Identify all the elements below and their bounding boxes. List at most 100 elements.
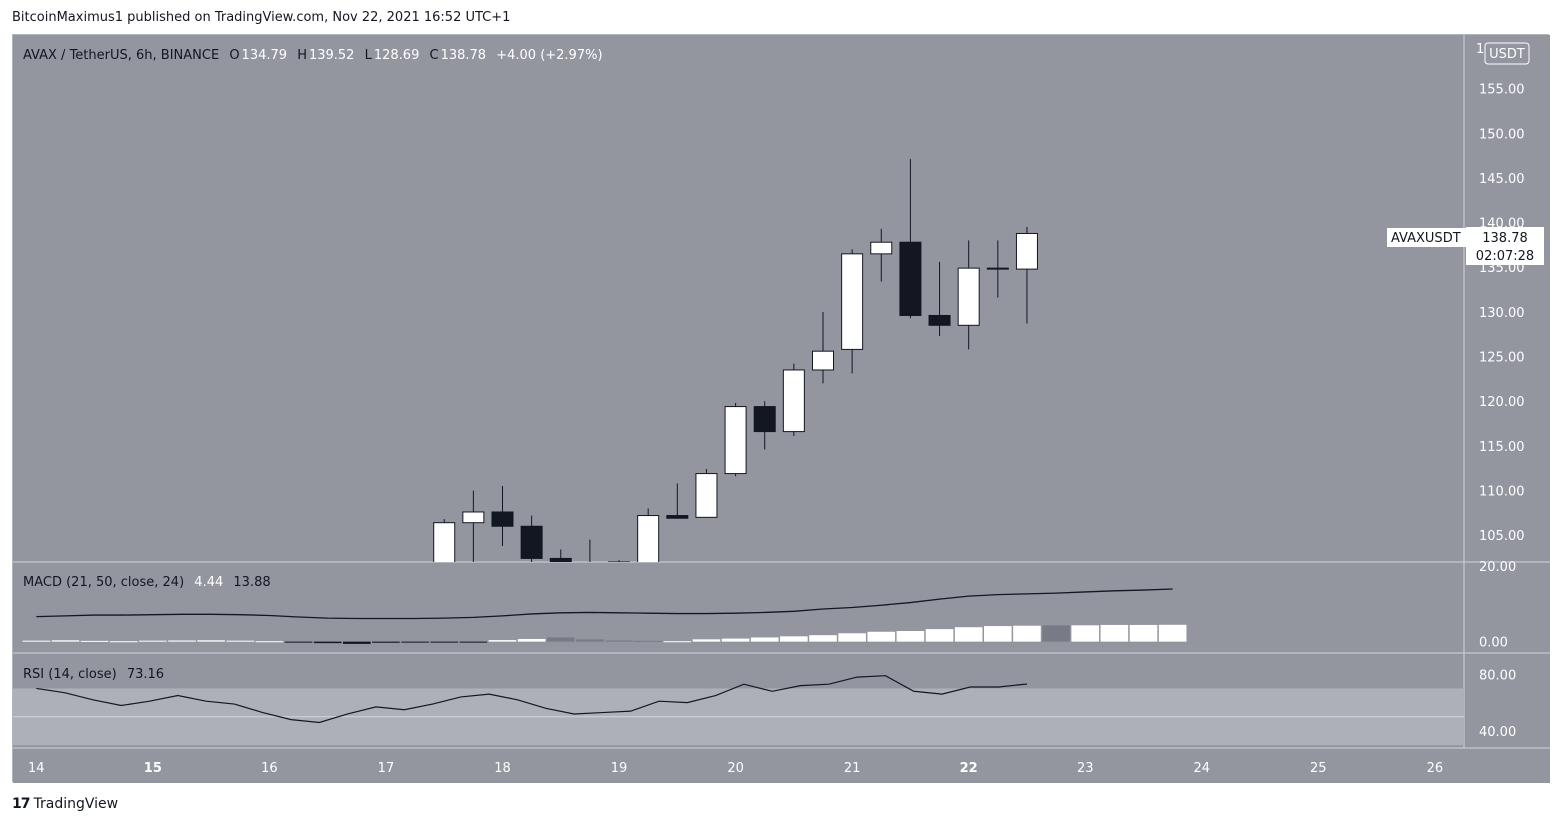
macd-histogram-bar	[284, 641, 313, 643]
macd-histogram-bar	[605, 640, 633, 642]
macd-tick-label: 0.00	[1479, 636, 1508, 651]
macd-signal-line	[36, 588, 1173, 620]
price-tick-label: 125.00	[1479, 351, 1525, 366]
time-tick-label: 18	[494, 761, 511, 776]
candle-body	[811, 350, 834, 371]
macd-title: MACD (21, 50, close, 24)	[23, 575, 184, 590]
legend-low: 128.69	[374, 48, 420, 63]
chart-frame[interactable]: 155.00 150.00 145.00 140.00 135.00 130.00 125.…	[12, 34, 1550, 783]
legend-symbol: AVAX / TetherUS, 6h, BINANCE	[23, 48, 219, 63]
legend-close: 138.78	[441, 48, 487, 63]
candle-body	[695, 473, 718, 518]
legend-change: +4.00 (+2.97%)	[496, 48, 602, 63]
macd-histogram-bar	[954, 627, 983, 642]
time-tick-label: 23	[1077, 761, 1094, 776]
macd-histogram-bar	[313, 641, 342, 644]
rsi-line	[36, 675, 1028, 724]
macd-histogram-bar	[430, 641, 459, 643]
time-tick-label: 14	[28, 761, 45, 776]
macd-histogram-bar	[634, 640, 662, 642]
macd-histogram-bar	[721, 638, 750, 642]
macd-histogram-bar	[1042, 625, 1070, 642]
price-pane[interactable]	[13, 35, 1464, 562]
macd-histogram-bar	[1158, 624, 1187, 642]
chart-canvas[interactable]: 155.00150.00145.00140.00135.00130.00125.…	[13, 35, 1550, 783]
tradingview-wordmark: TradingView	[33, 796, 119, 812]
time-tick-label: 22	[960, 761, 978, 776]
macd-histogram-bar	[1071, 625, 1100, 642]
macd-histogram-bar	[372, 641, 400, 643]
macd-value-2: 13.88	[233, 575, 270, 590]
macd-histogram-bar	[255, 641, 284, 643]
candle-body	[520, 525, 543, 559]
macd-histogram-bar	[22, 640, 51, 642]
macd-histogram-bar	[1100, 624, 1129, 642]
time-tick-label: 25	[1310, 761, 1327, 776]
currency-badge[interactable]	[1484, 42, 1530, 65]
macd-histogram-bar	[925, 629, 954, 642]
rsi-title: RSI (14, close)	[23, 667, 117, 682]
legend-low-label: L	[365, 48, 373, 63]
candle-body	[462, 511, 485, 524]
legend-high-label: H	[297, 48, 307, 63]
price-tick-label: 120.00	[1479, 395, 1525, 410]
candle-body	[1015, 232, 1038, 270]
time-axis[interactable]	[13, 748, 1550, 783]
macd-histogram-bar	[983, 626, 1012, 642]
price-legend: AVAX / TetherUS, 6h, BINANCE O 134.79 H 13…	[23, 48, 603, 63]
legend-close-label: C	[430, 48, 439, 63]
tradingview-logo-icon: 17	[12, 796, 31, 812]
time-tick-label: 19	[611, 761, 628, 776]
macd-histogram-bar	[750, 637, 779, 642]
legend-open: 134.79	[242, 48, 288, 63]
time-tick-label: 15	[144, 761, 162, 776]
macd-histogram-bar	[342, 641, 371, 644]
price-tick-label: 130.00	[1479, 306, 1525, 321]
macd-histogram-bar	[1129, 624, 1158, 642]
price-axis[interactable]	[1464, 35, 1550, 748]
price-tick-label: 145.00	[1479, 172, 1525, 187]
candle-body	[753, 406, 776, 433]
macd-histogram-bar	[109, 641, 138, 643]
legend-high: 139.52	[309, 48, 355, 63]
candle-body	[666, 515, 689, 519]
price-tick-label: 105.00	[1479, 529, 1525, 544]
macd-histogram-bar	[197, 640, 225, 642]
macd-histogram-bar	[838, 633, 866, 642]
rsi-tick-label: 40.00	[1479, 725, 1516, 740]
footer-brand[interactable]: 17 TradingView	[12, 796, 118, 812]
macd-histogram-bar	[663, 641, 692, 643]
candle-body	[782, 369, 805, 433]
time-tick-label: 20	[727, 761, 744, 776]
macd-pane[interactable]	[13, 562, 1464, 653]
macd-histogram-bar	[517, 638, 546, 642]
rsi-tick-label: 80.00	[1479, 668, 1516, 683]
time-tick-label: 24	[1193, 761, 1210, 776]
macd-histogram-bar	[692, 639, 721, 642]
macd-histogram-bar	[780, 636, 808, 642]
time-tick-label: 17	[378, 761, 395, 776]
candle-body	[549, 557, 572, 562]
macd-histogram-bar	[896, 631, 925, 642]
candle-body	[957, 267, 980, 326]
candle-body	[433, 522, 456, 562]
publisher-line: BitcoinMaximus1 published on TradingView…	[12, 10, 511, 25]
macd-histogram-bar	[576, 639, 604, 642]
macd-histogram-bar	[546, 637, 575, 642]
macd-histogram-bar	[226, 640, 255, 642]
macd-histogram-bar	[809, 635, 837, 642]
macd-histogram-bar	[80, 640, 109, 642]
candle-body	[928, 314, 951, 326]
macd-histogram-bar	[401, 641, 429, 643]
rsi-legend: RSI (14, close) 73.16	[23, 667, 164, 682]
time-tick-label: 16	[261, 761, 278, 776]
symbol-tag-label: AVAXUSDT	[1391, 231, 1461, 246]
price-tick-label: 155.00	[1479, 83, 1525, 98]
macd-value-1: 4.44	[194, 575, 223, 590]
candle-body	[986, 267, 1009, 270]
candle-body	[491, 511, 514, 527]
candle-body	[870, 241, 893, 255]
candle-body	[724, 406, 747, 475]
last-price-value: 138.78	[1482, 231, 1528, 246]
macd-histogram-bar	[168, 640, 196, 642]
